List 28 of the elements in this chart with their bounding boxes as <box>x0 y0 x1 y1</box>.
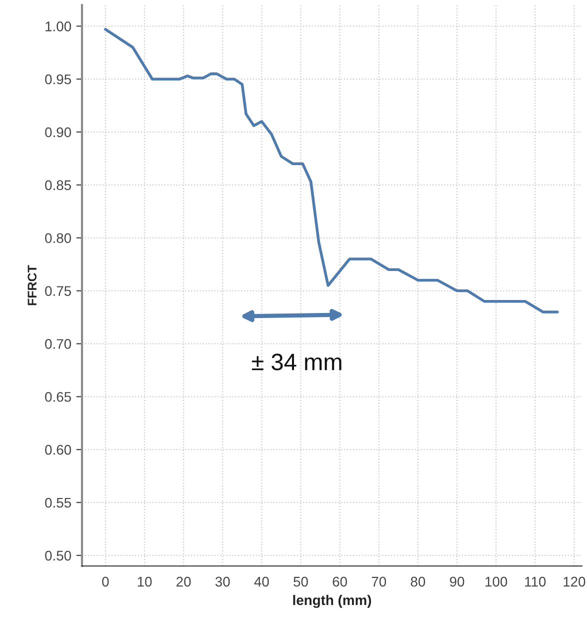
y-tick-label: 0.50 <box>45 550 72 561</box>
x-tick-label: 60 <box>332 576 347 587</box>
annotation: ± 34 mm <box>252 354 342 370</box>
x-tick-label: 90 <box>450 576 464 587</box>
y-tick-label: 1.00 <box>46 22 72 32</box>
y-tick-label: 0.55 <box>45 498 72 508</box>
y-axis-title: FFRCT <box>28 265 37 306</box>
y-tick-label: 0.65 <box>45 392 72 402</box>
x-axis-title: length (mm) <box>293 594 372 608</box>
y-tick-label: 0.85 <box>45 180 72 190</box>
y-tick-label: 0.95 <box>45 74 72 84</box>
x-tick-label: 40 <box>254 576 269 587</box>
y-tick-label: 0.90 <box>45 127 72 138</box>
line-series <box>104 28 559 314</box>
x-tick-label: 80 <box>410 576 426 587</box>
x-tick-label: 120 <box>564 576 586 587</box>
x-tick-label: 20 <box>176 576 191 587</box>
x-tick-label: 110 <box>525 576 546 587</box>
x-tick-label: 70 <box>372 576 386 587</box>
y-tick-label: 0.60 <box>45 444 72 455</box>
y-tick-label: 0.70 <box>45 339 72 349</box>
x-tick-label: 100 <box>486 576 508 587</box>
x-tick-label: 30 <box>215 576 230 587</box>
x-tick-label: 0 <box>102 576 109 587</box>
y-tick-label: 0.80 <box>45 233 72 244</box>
x-tick-label: 10 <box>138 576 152 587</box>
x-tick-label: 50 <box>294 576 308 587</box>
y-tick-label: 0.75 <box>45 286 72 296</box>
